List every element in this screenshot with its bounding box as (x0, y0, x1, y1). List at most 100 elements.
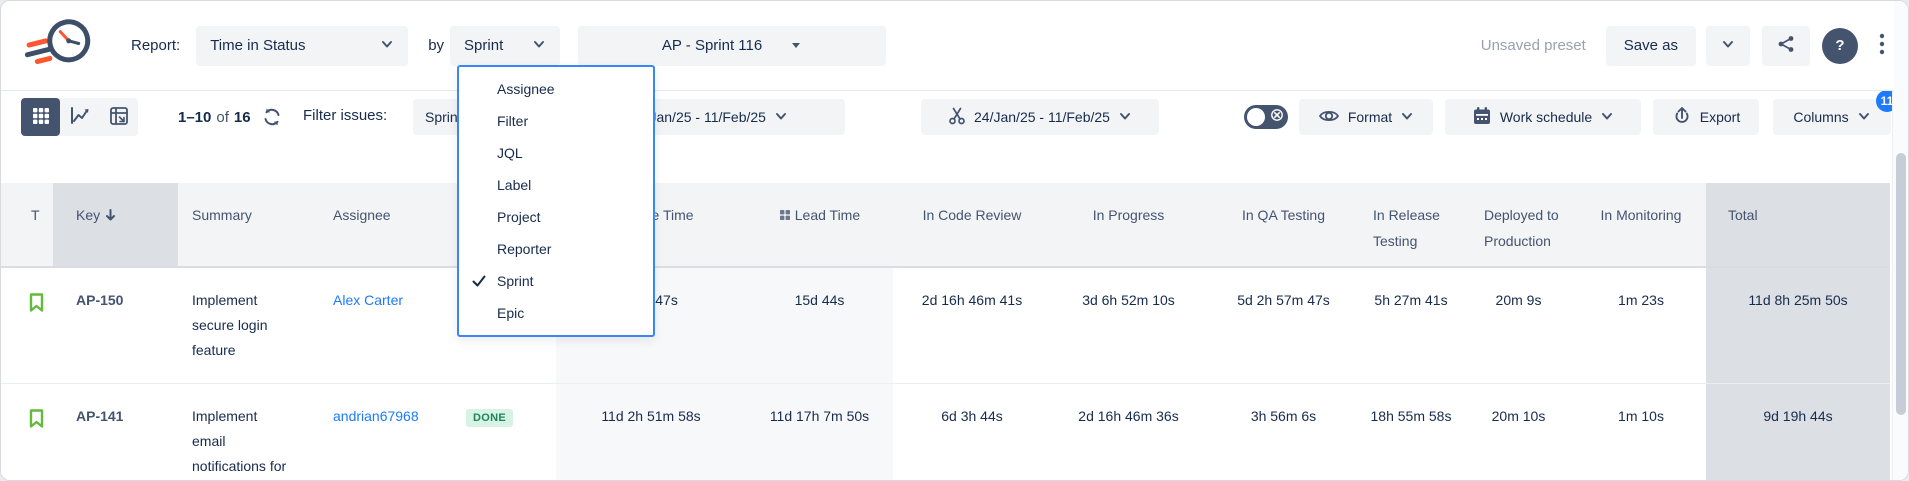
chevron-down-icon (1857, 109, 1871, 126)
by-label: by (428, 37, 445, 54)
group-by-dropdown-menu: Assignee Filter JQL Label Project Report… (457, 65, 655, 337)
cycle-time-cell: 11d 2h 51m 58s (556, 383, 746, 480)
scissors-icon (948, 107, 966, 128)
issue-type-cell (1, 267, 53, 383)
trim-date-range-value: 24/Jan/25 - 11/Feb/25 (974, 109, 1110, 125)
in-release-testing-cell: 18h 55m 58s (1361, 383, 1461, 480)
sort-descending-icon (104, 207, 117, 223)
group-by-select[interactable]: Sprint (450, 25, 561, 66)
line-chart-icon (69, 106, 91, 129)
menu-item-reporter[interactable]: Reporter (497, 241, 552, 257)
time-in-status-table: T Key Summary Assignee Cycle Time Lead T… (1, 183, 1890, 480)
issue-key-cell: AP-141 (53, 383, 178, 480)
column-header-in-progress[interactable]: In Progress (1051, 183, 1206, 268)
export-button[interactable]: Export (1653, 99, 1759, 135)
issue-summary-cell: Implement secure login feature (178, 267, 321, 383)
unsaved-preset-label: Unsaved preset (1480, 37, 1586, 54)
issue-key-cell: AP-150 (53, 267, 178, 383)
table-header-row: T Key Summary Assignee Cycle Time Lead T… (1, 183, 1890, 268)
top-bar: Report: Time in Status by Sprint AP - Sp… (1, 1, 1894, 91)
column-header-summary[interactable]: Summary (178, 183, 321, 268)
menu-item-epic[interactable]: Epic (497, 305, 525, 321)
refresh-button[interactable] (261, 106, 283, 133)
column-header-key[interactable]: Key (53, 183, 178, 268)
question-mark-icon: ? (1835, 37, 1845, 54)
in-qa-testing-cell: 3h 56m 6s (1206, 383, 1361, 480)
column-header-deployed-to-production[interactable]: Deployed to Production (1461, 183, 1576, 268)
pagination-range: 1–10 (178, 108, 212, 126)
export-label: Export (1699, 109, 1741, 125)
vertical-scrollbar-thumb[interactable] (1896, 153, 1906, 415)
in-progress-cell: 2d 16h 46m 36s (1051, 383, 1206, 480)
column-header-assignee[interactable]: Assignee (321, 183, 456, 268)
save-as-dropdown-button[interactable] (1706, 25, 1750, 66)
filter-issues-label: Filter issues: (303, 107, 388, 124)
chevron-down-icon (774, 109, 788, 126)
format-menu-button[interactable]: Format (1299, 99, 1433, 135)
pivot-view-button[interactable] (99, 98, 138, 136)
issue-type-cell (1, 383, 53, 480)
menu-item-filter[interactable]: Filter (497, 113, 529, 129)
in-qa-testing-cell: 5d 2h 57m 47s (1206, 267, 1361, 383)
chevron-down-icon (1600, 109, 1614, 126)
column-header-lead-time[interactable]: Lead Time (746, 183, 893, 268)
lead-time-cell: 15d 44s (746, 267, 893, 383)
help-button[interactable]: ? (1822, 27, 1858, 64)
caret-down-icon (790, 37, 802, 54)
chart-view-button[interactable] (60, 98, 99, 136)
in-release-testing-cell: 5h 27m 41s (1361, 267, 1461, 383)
menu-item-sprint[interactable]: Sprint (459, 265, 653, 297)
chevron-down-icon (1400, 109, 1414, 126)
columns-button[interactable]: Columns 11 (1773, 90, 1898, 135)
chevron-down-icon (1118, 109, 1132, 126)
total-cell: 9d 19h 44s (1706, 383, 1890, 480)
eye-icon (1318, 107, 1340, 128)
menu-item-project[interactable]: Project (497, 209, 541, 225)
sprint-select[interactable]: AP - Sprint 116 (578, 25, 887, 66)
column-header-total[interactable]: Total (1706, 183, 1890, 268)
chevron-down-icon (380, 37, 394, 55)
column-header-in-qa-testing[interactable]: In QA Testing (1206, 183, 1361, 268)
assignee-link[interactable]: Alex Carter (333, 292, 404, 308)
report-type-value: Time in Status (210, 37, 306, 54)
column-header-type[interactable]: T (1, 183, 53, 268)
export-upload-icon (1672, 106, 1692, 129)
menu-item-label[interactable]: Label (497, 177, 532, 193)
vertical-scrollbar-track (1892, 1, 1908, 480)
format-toggle[interactable] (1244, 105, 1288, 129)
lead-time-cell: 11d 17h 7m 50s (746, 383, 893, 480)
table-view-button[interactable] (21, 98, 60, 136)
issue-assignee-cell: Alex Carter (321, 267, 456, 383)
pagination-status: 1–10 of 16 (178, 91, 251, 143)
report-type-select[interactable]: Time in Status (196, 25, 409, 66)
columns-label: Columns (1793, 109, 1849, 125)
trim-date-range-button[interactable]: 24/Jan/25 - 11/Feb/25 (921, 99, 1159, 135)
grid-view-icon (31, 106, 51, 129)
column-header-in-code-review[interactable]: In Code Review (893, 183, 1051, 268)
save-as-button[interactable]: Save as (1605, 25, 1696, 66)
more-options-button[interactable] (1870, 26, 1894, 66)
in-code-review-cell: 6d 3h 44s (893, 383, 1051, 480)
story-icon (28, 293, 45, 316)
chevron-down-icon (532, 37, 546, 55)
assignee-link[interactable]: andrian67968 (333, 407, 419, 424)
work-schedule-button[interactable]: Work schedule (1445, 99, 1641, 135)
menu-item-assignee[interactable]: Assignee (497, 81, 555, 97)
view-switcher (21, 98, 138, 136)
column-header-in-release-testing[interactable]: In Release Testing (1361, 183, 1461, 268)
pagination-of-label: of (216, 108, 229, 126)
checkmark-icon (471, 273, 487, 292)
app-logo-clock-icon (24, 13, 95, 78)
work-schedule-label: Work schedule (1499, 109, 1593, 125)
share-icon (1776, 34, 1796, 58)
deployed-to-production-cell: 20m 10s (1461, 383, 1576, 480)
sprint-value: AP - Sprint 116 (661, 37, 763, 54)
total-cell: 11d 8h 25m 50s (1706, 267, 1890, 383)
calendar-icon (1472, 106, 1492, 129)
share-button[interactable] (1762, 25, 1810, 66)
issue-status-cell: DONE (456, 383, 556, 480)
menu-item-jql[interactable]: JQL (497, 145, 523, 161)
column-header-in-monitoring[interactable]: In Monitoring (1576, 183, 1706, 268)
chevron-down-icon (1721, 37, 1735, 55)
issue-summary-cell: Implement email notifications for update… (178, 383, 321, 480)
